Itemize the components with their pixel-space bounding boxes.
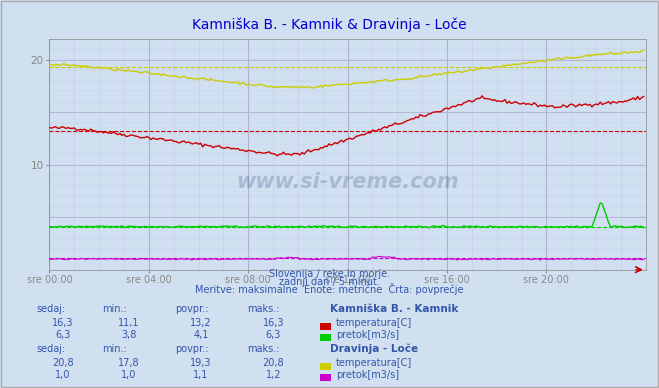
Text: sedaj:: sedaj:: [36, 344, 65, 354]
Text: pretok[m3/s]: pretok[m3/s]: [336, 369, 399, 379]
Text: Kamniška B. - Kamnik & Dravinja - Loče: Kamniška B. - Kamnik & Dravinja - Loče: [192, 17, 467, 32]
Text: 1,1: 1,1: [193, 369, 209, 379]
Text: min.:: min.:: [102, 344, 127, 354]
Text: 3,8: 3,8: [121, 329, 136, 340]
Text: povpr.:: povpr.:: [175, 304, 208, 314]
Text: maks.:: maks.:: [247, 304, 279, 314]
Text: temperatura[C]: temperatura[C]: [336, 358, 413, 368]
Text: 17,8: 17,8: [118, 358, 139, 368]
Text: 1,0: 1,0: [121, 369, 136, 379]
Text: 16,3: 16,3: [263, 318, 284, 328]
Text: 1,0: 1,0: [55, 369, 71, 379]
Text: 6,3: 6,3: [55, 329, 71, 340]
Text: temperatura[C]: temperatura[C]: [336, 318, 413, 328]
Text: min.:: min.:: [102, 304, 127, 314]
Text: 20,8: 20,8: [52, 358, 73, 368]
Text: Slovenija / reke in morje.: Slovenija / reke in morje.: [269, 269, 390, 279]
Text: 20,8: 20,8: [263, 358, 284, 368]
Text: Kamniška B. - Kamnik: Kamniška B. - Kamnik: [330, 304, 458, 314]
Text: 6,3: 6,3: [266, 329, 281, 340]
Text: www.si-vreme.com: www.si-vreme.com: [237, 172, 459, 192]
Text: maks.:: maks.:: [247, 344, 279, 354]
Text: 19,3: 19,3: [190, 358, 212, 368]
Text: Dravinja - Loče: Dravinja - Loče: [330, 344, 418, 354]
Text: 13,2: 13,2: [190, 318, 212, 328]
Text: zadnji dan / 5 minut.: zadnji dan / 5 minut.: [279, 277, 380, 287]
Text: Meritve: maksimalne  Enote: metrične  Črta: povprečje: Meritve: maksimalne Enote: metrične Črta…: [195, 283, 464, 295]
Text: pretok[m3/s]: pretok[m3/s]: [336, 329, 399, 340]
Text: 1,2: 1,2: [266, 369, 281, 379]
Text: 16,3: 16,3: [52, 318, 73, 328]
Text: 4,1: 4,1: [193, 329, 209, 340]
Text: 11,1: 11,1: [118, 318, 139, 328]
Text: sedaj:: sedaj:: [36, 304, 65, 314]
Text: povpr.:: povpr.:: [175, 344, 208, 354]
